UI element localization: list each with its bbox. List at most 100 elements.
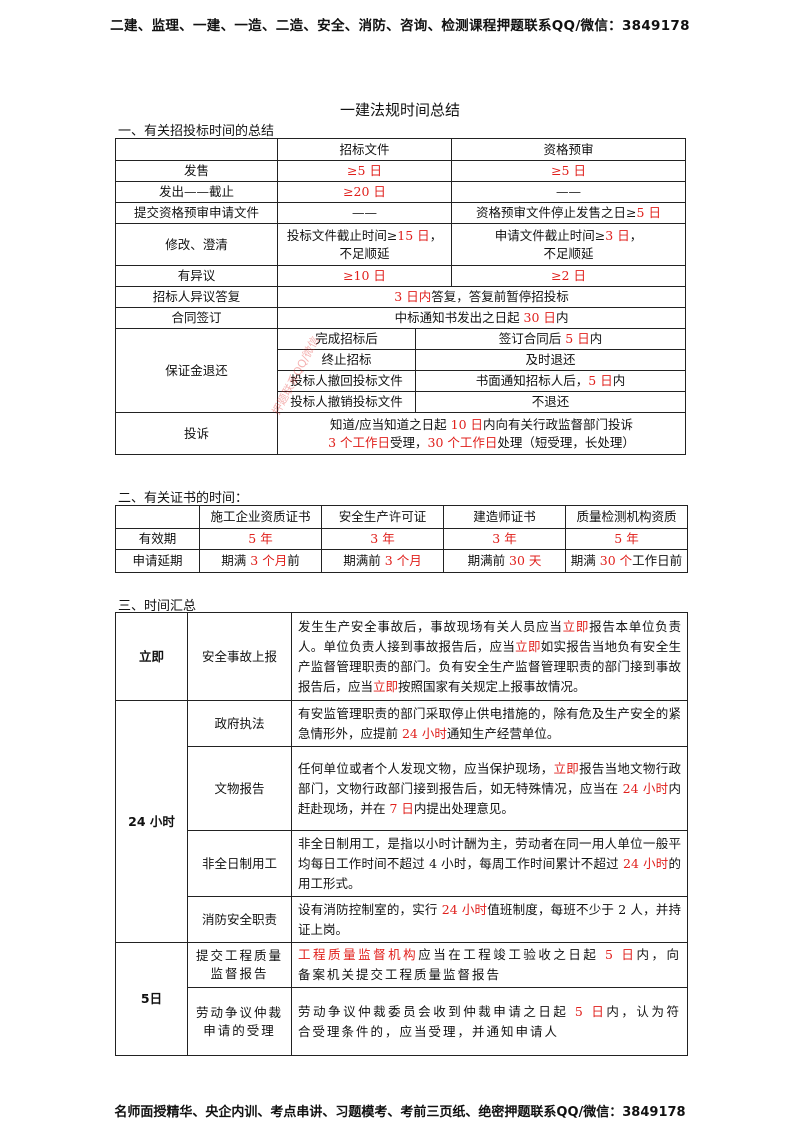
row-label: 申请延期 [115, 549, 200, 573]
cell-text: 如实报告当地负有安全生产监督管理职责的部门。负有安全生产监督管理职责的部门接到事… [298, 638, 681, 694]
cell-highlight: 3 日内 [394, 289, 432, 304]
cell-highlight: 3 个工作日 [328, 434, 391, 450]
cell-text: 设有消防控制室的，实行 [298, 901, 442, 917]
cell-value: 3 年 [443, 528, 566, 550]
cell-highlight: 24 小时 [441, 901, 488, 917]
cell-value: 5 年 [199, 528, 322, 550]
cell-text: 应当在工程竣工验收之日起 [418, 947, 605, 962]
cell-text: 发生生产安全事故后，事故现场有关人员应当 [298, 618, 563, 634]
cell-highlight: 3 个月 [250, 553, 288, 568]
cell-line: 不足顺延 [543, 245, 594, 261]
cell-text: 签订合同后 [498, 331, 566, 346]
row-label: 提交资格预审申请文件 [115, 202, 278, 224]
section3-heading: 三、时间汇总 [118, 599, 197, 614]
cell-value: ≥5 日 [451, 160, 687, 182]
cell-text: 资格预审文件停止发售之日≥ [476, 205, 637, 220]
cell-text: 按照国家有关规定上报事故情况。 [398, 678, 586, 694]
time-summary-table: 立即 安全事故上报 发生生产安全事故后，事故现场有关人员应当立即报告本单位负责人… [115, 612, 688, 1056]
cell-highlight: 10 日 [450, 416, 484, 432]
cell-value: 不退还 [414, 391, 687, 413]
col-header: 建造师证书 [443, 505, 566, 529]
cell-line: 3 个工作日受理，30 个工作日处理（短受理，长处理） [281, 434, 682, 452]
corner-cell [115, 505, 200, 529]
cell-text: 受理， [390, 434, 428, 450]
cell-highlight: 立即 [373, 678, 399, 694]
row-content: 任何单位或者个人发现文物，应当保护现场，立即报告当地文物行政部门，文物行政部门接… [291, 746, 688, 831]
cell-highlight: 30 个 [599, 553, 633, 568]
cell-highlight: 立即 [562, 618, 590, 634]
cell-highlight: 5 日 [588, 373, 613, 388]
cell-text: 投标文件截止时间≥ [286, 227, 398, 243]
cell-text: 申请文件截止时间≥ [494, 227, 606, 243]
row-label: 非全日制用工 [187, 830, 292, 897]
cell-line: 知道/应当知道之日起 10 日内向有关行政监督部门投诉 [281, 416, 682, 434]
row-content: 非全日制用工，是指以小时计酬为主，劳动者在同一用人单位一般平均每日工作时间不超过… [291, 830, 688, 897]
row-label: 保证金退还 [115, 328, 278, 413]
group-label: 立即 [115, 612, 188, 701]
col-header-bid-doc: 招标文件 [276, 138, 453, 161]
cell-highlight: 立即 [553, 760, 580, 776]
cell-value: —— [451, 181, 687, 203]
row-label: 合同签订 [115, 307, 278, 329]
row-label: 发出——截止 [115, 181, 278, 203]
cell-value: ≥20 日 [276, 181, 453, 203]
cell-text: 期满前 [343, 553, 385, 568]
cell-highlight: 30 天 [509, 553, 542, 568]
cell-text: 值班制度，每班不少于 2 人，并持证上岗。 [298, 901, 681, 937]
row-label: 安全事故上报 [187, 612, 292, 701]
group-label: 5日 [115, 942, 188, 1056]
cell-text: 非全日制用工，是指以小时计酬为主，劳动者在同一用人单位一般平均每日工作时间不超过… [298, 835, 681, 871]
cell-value: 申请文件截止时间≥3 日， 不足顺延 [451, 223, 687, 266]
cell-text: 内 [589, 331, 603, 346]
row-label: 消防安全职责 [187, 896, 292, 943]
cell-value: 及时退还 [414, 349, 687, 371]
cell-highlight: 5 日 [574, 1003, 607, 1019]
cell-line: 不足顺延 [339, 245, 390, 261]
col-header: 质量检测机构资质 [565, 505, 688, 529]
cell-highlight: 5 日 [636, 205, 661, 220]
section2-heading: 二、有关证书的时间： [118, 491, 249, 506]
row-label: 提交工程质量监督报告 [187, 942, 292, 988]
col-header-prequal: 资格预审 [451, 138, 687, 161]
cell-text: 中标通知书发出之日起 [394, 310, 524, 325]
cell-text: 的用工形式。 [298, 855, 681, 891]
row-label: 有效期 [115, 528, 200, 550]
cell-text: 内 [612, 373, 626, 388]
sub-label: 投标人撤销投标文件 [277, 391, 416, 413]
cell-text: 期满 [570, 553, 600, 568]
row-label: 招标人异议答复 [115, 286, 278, 308]
row-label: 发售 [115, 160, 278, 182]
cell-text: 知道/应当知道之日起 [329, 416, 451, 432]
page-title: 一建法规时间总结 [339, 101, 460, 119]
cell-value: 期满前 30 天 [443, 549, 566, 573]
cell-value: 3 日内答复，答复前暂停招投标 [276, 286, 687, 308]
cell-value: 期满 3 个月前 [199, 549, 322, 573]
cell-text: 处理（短受理，长处理） [497, 434, 635, 450]
cell-text: 内赶赴现场，并在 [298, 780, 681, 816]
cell-value: ≥10 日 [276, 265, 453, 287]
cell-text: 书面通知招标人后， [475, 373, 589, 388]
row-content: 有安监管理职责的部门采取停止供电措施的，除有危及生产安全的紧急情形外，应提前 2… [291, 700, 688, 747]
cell-value: —— [276, 202, 453, 224]
cell-highlight: 5 日 [604, 947, 637, 962]
cell-value: ≥2 日 [451, 265, 687, 287]
cell-highlight: 3 日 [605, 227, 630, 243]
row-label: 劳动争议仲裁申请的受理 [187, 987, 292, 1056]
cell-text: 答复，答复前暂停招投标 [431, 289, 569, 304]
cell-highlight: 15 日 [397, 227, 430, 243]
cell-text: 任何单位或者个人发现文物，应当保护现场， [298, 760, 554, 776]
cell-text: 内，认为符合受理条件的，应当受理，并通知申请人 [298, 1003, 681, 1039]
cell-highlight: 24 小时 [401, 725, 447, 741]
cell-text: 内 [555, 310, 569, 325]
cell-text: 劳动争议仲裁委员会收到仲裁申请之日起 [298, 1003, 575, 1019]
cell-line: 申请文件截止时间≥3 日， [455, 227, 682, 245]
cell-value: 知道/应当知道之日起 10 日内向有关行政监督部门投诉 3 个工作日受理，30 … [276, 412, 687, 455]
cell-highlight: 30 个工作日 [427, 434, 498, 450]
cell-text: 期满 [221, 553, 251, 568]
cell-highlight: 7 日 [389, 800, 414, 816]
cell-text: 前 [287, 553, 300, 568]
corner-cell [115, 138, 278, 161]
cell-value: 期满 30 个工作日前 [565, 549, 688, 573]
bidding-time-table: 招标文件 资格预审 发售 ≥5 日 ≥5 日 发出——截止 ≥20 日 —— 提… [115, 138, 687, 455]
cell-line: 投标文件截止时间≥15 日， [281, 227, 448, 245]
